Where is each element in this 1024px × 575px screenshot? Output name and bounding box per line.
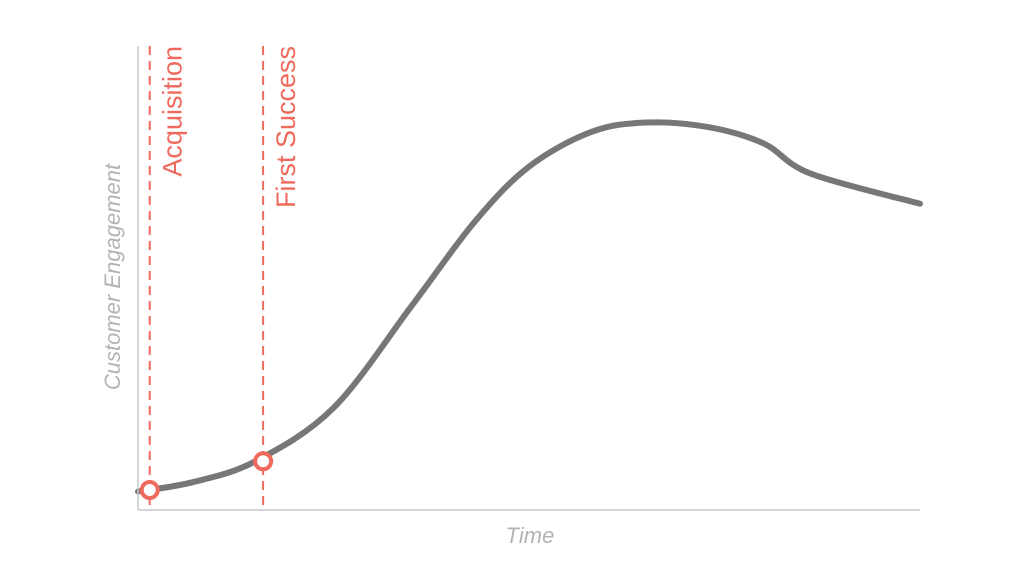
x-axis-title: Time (506, 523, 555, 548)
marker-layer (139, 451, 274, 501)
milestone-marker-0 (139, 480, 160, 501)
y-axis-title: Customer Engagement (100, 163, 125, 390)
engagement-series-line-0 (135, 119, 923, 495)
series-layer (135, 119, 923, 495)
axis-layer (137, 46, 920, 511)
annotation-label-1: First Success (271, 46, 301, 208)
milestone-marker-1 (253, 451, 274, 472)
annotation-layer: Acquisition First Success (148, 46, 301, 510)
annotation-label-0: Acquisition (158, 46, 188, 177)
